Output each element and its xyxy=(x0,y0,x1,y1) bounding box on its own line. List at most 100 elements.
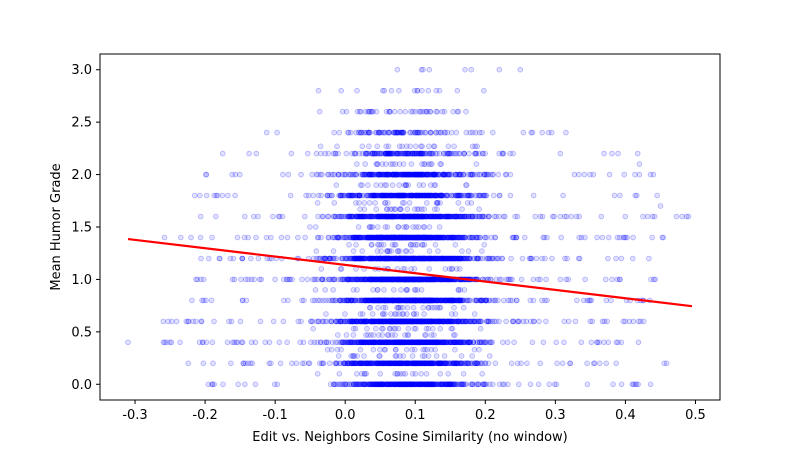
data-point xyxy=(333,255,340,262)
data-point xyxy=(439,381,446,388)
data-point xyxy=(413,381,419,388)
data-point xyxy=(420,381,426,388)
data-point xyxy=(396,381,403,388)
data-point xyxy=(393,381,399,388)
data-point xyxy=(188,234,194,241)
data-point xyxy=(508,360,515,367)
data-point xyxy=(300,339,307,346)
data-point xyxy=(458,234,465,241)
data-point xyxy=(348,381,355,388)
data-point xyxy=(515,381,522,388)
data-point xyxy=(435,360,441,367)
data-point xyxy=(342,381,349,388)
data-point xyxy=(197,234,204,241)
data-point xyxy=(192,192,198,199)
data-point xyxy=(417,381,424,388)
data-point xyxy=(352,381,359,388)
data-point xyxy=(309,297,316,304)
data-point xyxy=(562,255,568,262)
data-point xyxy=(319,318,326,325)
data-point xyxy=(248,276,255,283)
data-point xyxy=(361,381,368,388)
data-point xyxy=(327,381,334,388)
data-point xyxy=(620,318,627,325)
data-point xyxy=(249,360,256,367)
data-point xyxy=(206,255,212,262)
data-point xyxy=(386,381,393,388)
data-point xyxy=(274,381,281,388)
data-point xyxy=(362,381,369,388)
data-point xyxy=(392,381,398,388)
data-point xyxy=(598,213,605,220)
data-point xyxy=(492,360,499,367)
data-point xyxy=(425,381,432,388)
data-point xyxy=(368,276,374,283)
data-point xyxy=(373,381,379,388)
data-point xyxy=(426,381,433,388)
data-point xyxy=(378,381,385,388)
data-point xyxy=(521,234,528,241)
data-point xyxy=(557,276,564,283)
data-point xyxy=(378,318,384,325)
data-point xyxy=(481,381,488,388)
data-point xyxy=(435,297,442,304)
data-point xyxy=(561,339,567,346)
data-point xyxy=(372,381,378,388)
data-point xyxy=(425,381,431,388)
data-point xyxy=(360,381,367,388)
data-point xyxy=(425,381,432,388)
data-point xyxy=(518,360,524,367)
data-point xyxy=(419,381,425,388)
data-point xyxy=(177,339,183,346)
data-point xyxy=(275,213,282,220)
data-point xyxy=(399,339,405,346)
data-point xyxy=(365,234,372,241)
data-point xyxy=(603,360,609,367)
data-point xyxy=(537,213,544,220)
data-point xyxy=(418,381,425,388)
data-point xyxy=(230,255,237,262)
data-point xyxy=(405,381,412,388)
data-point xyxy=(424,360,431,367)
data-point xyxy=(234,234,241,241)
data-point xyxy=(410,276,417,283)
data-point xyxy=(344,381,350,388)
data-point xyxy=(563,213,570,220)
data-point xyxy=(284,276,290,283)
data-point xyxy=(574,297,580,304)
data-point xyxy=(420,381,427,388)
data-point xyxy=(266,339,273,346)
data-point xyxy=(372,381,379,388)
data-point xyxy=(200,360,207,367)
data-point xyxy=(183,318,190,325)
data-point xyxy=(323,339,330,346)
data-point xyxy=(434,213,441,220)
data-point xyxy=(398,381,405,388)
data-point xyxy=(377,381,383,388)
data-point xyxy=(350,381,357,388)
data-point xyxy=(341,381,348,388)
data-point xyxy=(647,381,654,388)
data-point xyxy=(428,381,434,388)
data-point xyxy=(629,255,636,262)
data-point xyxy=(453,339,460,346)
data-point xyxy=(467,381,474,388)
data-point xyxy=(407,381,414,388)
data-point xyxy=(407,381,414,388)
data-point xyxy=(376,381,383,388)
data-point xyxy=(421,381,428,388)
data-point xyxy=(481,339,488,346)
data-point xyxy=(426,381,433,388)
data-point xyxy=(444,381,451,388)
data-point xyxy=(419,360,425,367)
data-point xyxy=(353,381,360,388)
data-point xyxy=(178,234,184,241)
data-point xyxy=(518,276,525,283)
data-point xyxy=(629,381,636,388)
data-point xyxy=(442,381,449,388)
data-point xyxy=(450,381,457,388)
data-point xyxy=(409,381,416,388)
data-point xyxy=(551,381,558,388)
data-point xyxy=(271,381,278,388)
